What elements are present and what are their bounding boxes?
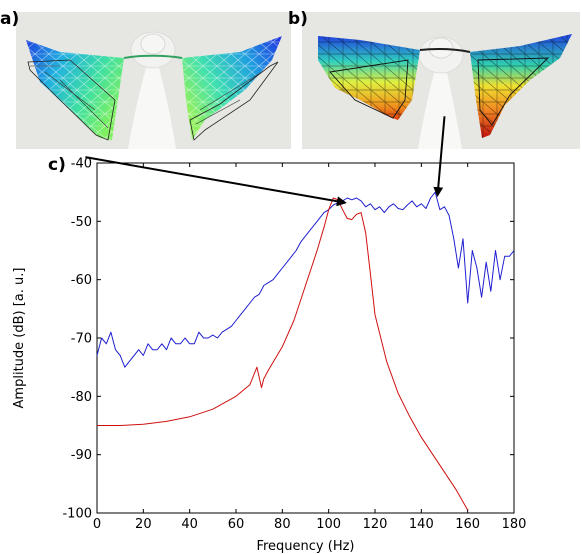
x-tick-label: 80 [274,517,291,532]
y-tick-label: -50 [71,215,92,230]
x-tick-label: 20 [135,517,152,532]
panel-b-illustration: b) [288,9,580,149]
x-tick-label: 160 [455,517,480,532]
y-axis: -40 -50 -60 -70 -80 -90 -100 [62,157,514,522]
annotation-arrow-b [433,116,446,198]
panel-a-label: a) [0,9,19,29]
y-tick-label: -90 [71,448,92,463]
series-layer [96,191,515,511]
y-tick-label: -80 [71,390,92,405]
x-tick-label: 140 [409,517,434,532]
x-tick-label: 180 [502,517,527,532]
y-tick-label: -70 [71,332,92,347]
x-axis: 0 20 40 60 80 100 120 140 160 180 [93,163,527,532]
panel-a-illustration: a) [0,9,291,149]
chart-panel-c: c) 0 20 40 60 80 100 120 140 160 180 -40 -50 -60 -70… [12,116,526,554]
x-tick-label: 0 [93,517,101,532]
x-tick-label: 120 [363,517,388,532]
y-tick-label: -100 [62,507,92,522]
annotation-arrow-a [85,156,347,207]
x-tick-label: 100 [316,517,341,532]
y-tick-label: -60 [71,273,92,288]
panel-b-label: b) [288,9,308,29]
y-tick-label: -40 [71,157,92,172]
x-tick-label: 40 [181,517,198,532]
series-line-red [97,197,469,511]
series-line-blue [96,191,515,368]
x-axis-title: Frequency (Hz) [256,539,354,554]
x-tick-label: 60 [228,517,245,532]
plot-frame [96,162,515,514]
y-axis-title: Amplitude (dB) [a. u.] [12,268,27,409]
arrow-layer [85,116,446,207]
panel-c-label: c) [48,155,66,175]
